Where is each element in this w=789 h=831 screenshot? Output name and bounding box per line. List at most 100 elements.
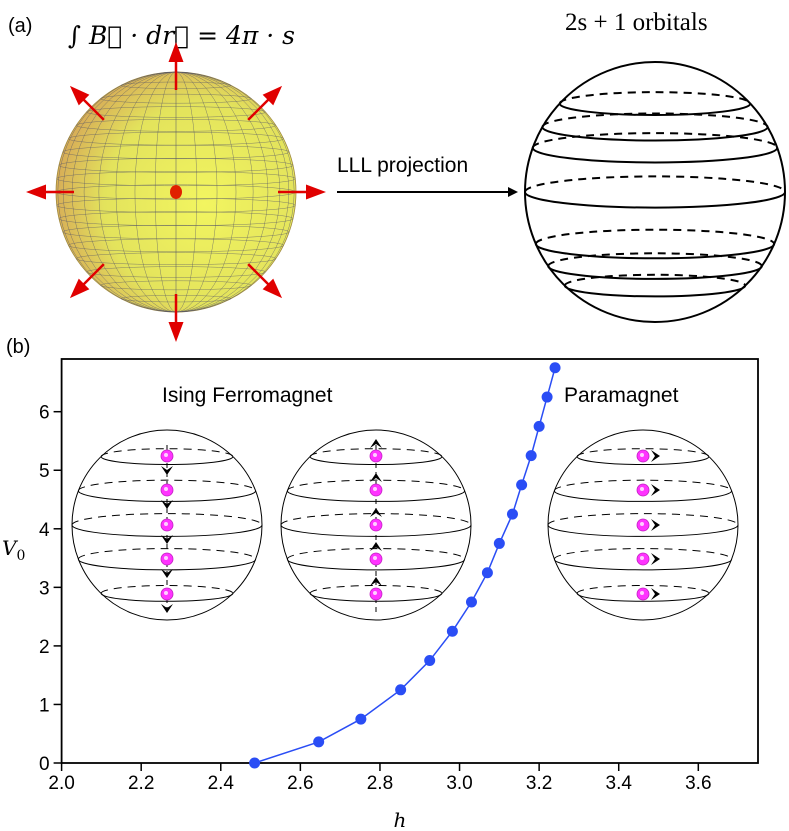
spin-up-arrow-icon (370, 439, 382, 448)
orbital-ring-front (563, 285, 747, 298)
orbital-ring-back (531, 132, 779, 149)
data-point (525, 450, 537, 462)
orbital-ring-back (309, 584, 443, 594)
orbital-ring-back (100, 448, 234, 457)
orbital-ring-back (534, 228, 776, 245)
orbital-ring-back (558, 91, 752, 104)
x-tick-label: 3.4 (606, 773, 633, 794)
x-tick-label: 3.6 (685, 773, 711, 794)
phase-label-paramagnet: Paramagnet (564, 384, 679, 407)
x-tick-label: 2.2 (128, 773, 154, 794)
spin-down-arrow-icon (161, 604, 173, 613)
x-tick-label: 2.0 (48, 773, 74, 794)
y-tick-label: 1 (39, 695, 50, 716)
orbital-ring-front (541, 126, 769, 142)
phase-label-ising-ferromagnet: Ising Ferromagnet (162, 384, 333, 407)
spin-dot-highlight (640, 522, 644, 526)
y-tick-label: 6 (39, 403, 50, 424)
x-tick-label: 3.0 (446, 773, 472, 794)
spin-up-arrow-icon (370, 577, 382, 586)
orbital-ring-back (541, 112, 769, 128)
orbital-ring-back (309, 448, 443, 457)
data-point (446, 625, 458, 637)
orbital-ring-back (553, 548, 733, 560)
x-axis-label: h (394, 808, 407, 831)
spin-dot-highlight (640, 487, 644, 491)
orbital-ring-front (553, 559, 733, 571)
spin-right-arrow-icon (651, 519, 660, 531)
data-point (506, 508, 518, 520)
orbital-ring-front (558, 103, 752, 117)
data-point (516, 479, 528, 491)
data-point (493, 537, 505, 549)
orbital-ring-back (77, 479, 257, 491)
x-tick-label: 3.2 (526, 773, 552, 794)
series-line (254, 367, 556, 764)
orbital-ring-front (77, 559, 257, 571)
spin-dot-highlight (373, 487, 377, 491)
orbital-sphere (524, 61, 786, 323)
orbital-ring-back (576, 448, 710, 457)
orbital-ring-back (563, 273, 747, 286)
data-point (549, 362, 561, 374)
lll-projection-label: LLL projection (337, 154, 468, 177)
orbital-ring-front (576, 593, 710, 602)
x-tick-label: 2.6 (287, 773, 313, 794)
monopole-charge (170, 185, 182, 199)
spin-dot-highlight (164, 453, 168, 457)
monopole-sphere (26, 42, 326, 342)
data-point (249, 757, 261, 769)
orbital-ring-front (547, 265, 763, 280)
spin-dot-highlight (164, 591, 168, 595)
spin-dot-highlight (373, 453, 377, 457)
spin-dot-highlight (373, 556, 377, 560)
data-point (355, 713, 367, 725)
orbital-ring-back (576, 584, 710, 594)
spin-dot-highlight (373, 522, 377, 526)
data-point (541, 391, 553, 403)
y-tick-label: 4 (39, 520, 50, 541)
spin-insets (71, 429, 739, 621)
field-arrow-icon (69, 263, 105, 299)
data-point (424, 655, 436, 667)
orbital-ring-back (553, 479, 733, 491)
orbital-ring-back (100, 584, 234, 594)
flux-formula: ∫ B⃗ · dr⃗ = 4π · s (68, 21, 295, 50)
orbital-ring-front (286, 559, 466, 571)
y-tick-label: 0 (39, 754, 50, 775)
panel-a-label: (a) (8, 15, 32, 37)
spin-up-arrow-icon (370, 508, 382, 517)
spin-right-arrow-icon (651, 484, 660, 496)
phase-diagram-chart: 2.0 2.2 2.4 2.6 2.8 3.0 3.2 3.4 3.6 0 1 2 3 4 5 6 (39, 358, 759, 794)
data-point (481, 567, 493, 579)
spin-dot-highlight (640, 556, 644, 560)
spin-down-arrow-icon (161, 466, 173, 475)
inset-sphere-up (280, 429, 472, 621)
y-axis-label: V0 (2, 536, 25, 564)
spin-dot-highlight (164, 487, 168, 491)
spin-down-arrow-icon (161, 535, 173, 544)
spin-down-arrow-icon (161, 569, 173, 578)
field-arrow-icon (247, 263, 283, 299)
y-tick-label: 3 (39, 578, 50, 599)
y-axis-label-text: V (2, 536, 19, 560)
spin-down-arrow-icon (161, 500, 173, 509)
data-point (313, 736, 325, 748)
inset-sphere-down (71, 429, 263, 621)
spin-dot-highlight (640, 591, 644, 595)
x-tick-label: 2.8 (367, 773, 393, 794)
data-point (533, 420, 545, 432)
spin-dot-highlight (164, 522, 168, 526)
plot-frame (60, 358, 759, 764)
spin-dot-highlight (164, 556, 168, 560)
spin-dot-highlight (373, 591, 377, 595)
orbital-ring-front (576, 456, 710, 466)
spin-right-arrow-icon (651, 450, 660, 462)
y-tick-label: 5 (39, 461, 50, 482)
spin-right-arrow-icon (651, 588, 660, 600)
x-tick-label: 2.4 (208, 773, 235, 794)
orbitals-label: 2s + 1 orbitals (565, 9, 708, 36)
field-arrow-icon (69, 85, 105, 121)
spin-up-arrow-icon (370, 473, 382, 482)
